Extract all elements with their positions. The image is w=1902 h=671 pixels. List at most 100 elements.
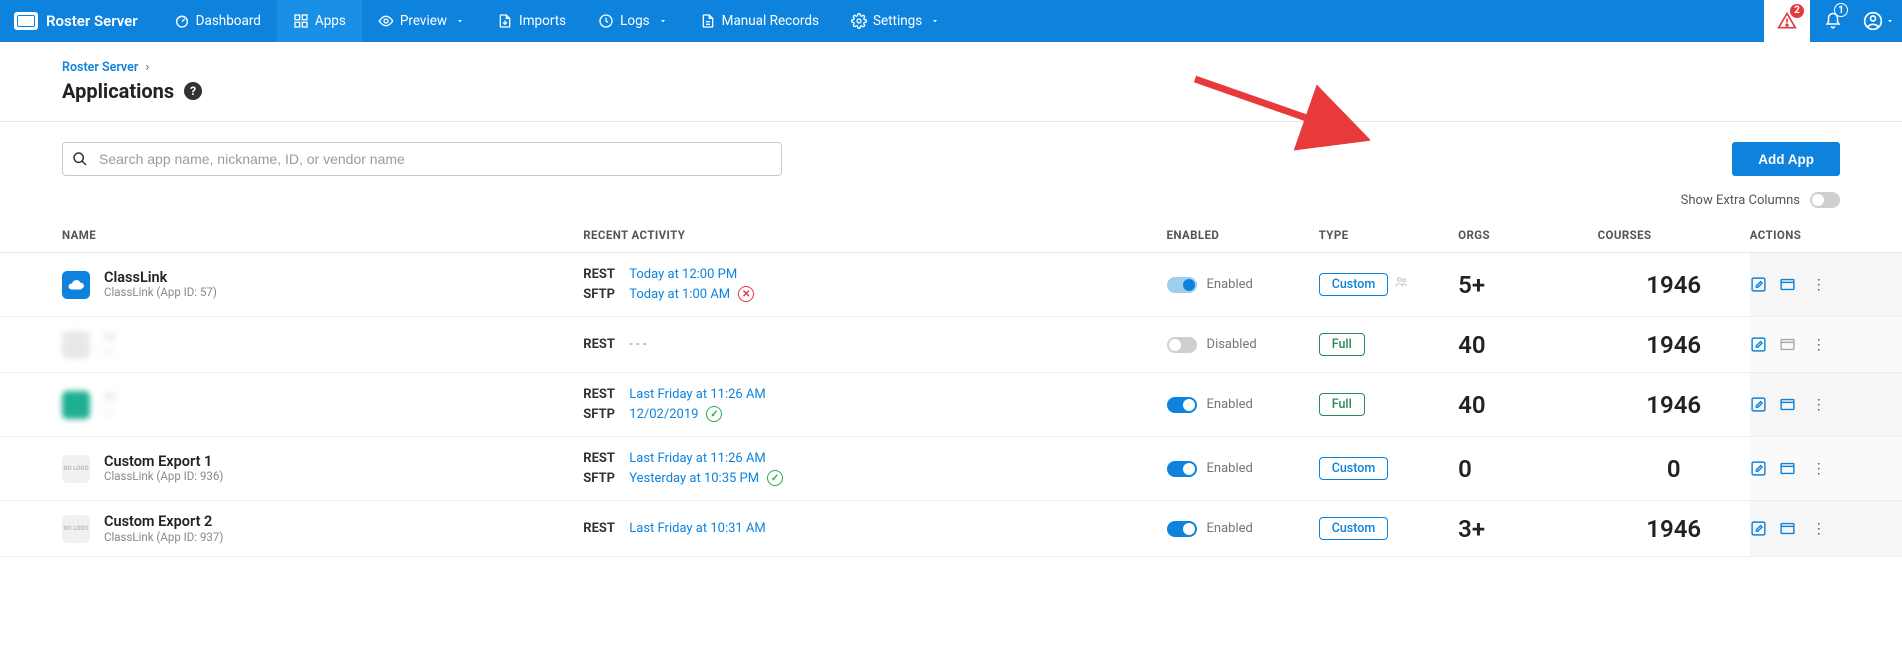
activity-time[interactable]: Today at 12:00 PM	[629, 265, 737, 285]
alert-badge: 2	[1790, 4, 1804, 18]
more-actions-icon[interactable]: ⋮	[1808, 461, 1830, 477]
enabled-toggle[interactable]	[1167, 521, 1197, 537]
orgs-count: 40	[1458, 331, 1485, 359]
activity-time[interactable]: Last Friday at 10:31 AM	[629, 519, 766, 539]
table-row: NO LOGOCustom Export 1ClassLink (App ID:…	[0, 437, 1902, 501]
eye-icon	[378, 13, 394, 29]
activity-time[interactable]: Today at 1:00 AM	[629, 285, 730, 305]
app-name[interactable]: ClassLink	[104, 269, 217, 286]
app-sub: ClassLink (App ID: 936)	[104, 470, 223, 484]
import-icon	[497, 13, 513, 29]
enabled-toggle[interactable]	[1167, 337, 1197, 353]
extra-columns-toggle[interactable]	[1810, 192, 1840, 208]
breadcrumb-sep: ›	[145, 60, 149, 75]
search-icon	[72, 151, 88, 167]
brand[interactable]: Roster Server	[0, 12, 158, 30]
brand-icon	[14, 12, 38, 30]
table-row: ——REST- - -DisabledFull401946⋮	[0, 317, 1902, 373]
more-actions-icon[interactable]: ⋮	[1808, 397, 1830, 413]
col-activity: RECENT ACTIVITY	[583, 218, 1166, 253]
nav-label: Settings	[873, 13, 922, 29]
nav-item-dashboard[interactable]: Dashboard	[158, 0, 277, 42]
nav-label: Logs	[620, 13, 650, 29]
orgs-count: 0	[1458, 455, 1472, 483]
nav-item-settings[interactable]: Settings	[835, 0, 956, 42]
breadcrumb: Roster Server ›	[0, 60, 1902, 75]
window-icon[interactable]	[1779, 276, 1796, 293]
app-name[interactable]: —	[104, 329, 115, 346]
app-name[interactable]: Custom Export 1	[104, 453, 223, 470]
activity-protocol: REST	[583, 519, 621, 539]
col-actions: ACTIONS	[1750, 218, 1902, 253]
search-input[interactable]	[62, 142, 782, 176]
add-app-button[interactable]: Add App	[1732, 142, 1840, 176]
app-name[interactable]: —	[104, 389, 115, 406]
breadcrumb-root[interactable]: Roster Server	[62, 60, 138, 75]
edit-icon[interactable]	[1750, 336, 1767, 353]
profile-menu[interactable]	[1856, 0, 1902, 42]
edit-icon[interactable]	[1750, 276, 1767, 293]
gear-icon	[851, 13, 867, 29]
activity-time[interactable]: 12/02/2019	[629, 405, 698, 425]
window-icon[interactable]	[1779, 520, 1796, 537]
activity-protocol: REST	[583, 265, 621, 285]
alerts-button[interactable]: 2	[1764, 0, 1810, 42]
nav-item-apps[interactable]: Apps	[277, 0, 362, 42]
enabled-toggle[interactable]	[1167, 397, 1197, 413]
nav-item-preview[interactable]: Preview	[362, 0, 481, 42]
extra-columns-label: Show Extra Columns	[1681, 193, 1800, 208]
notifications-button[interactable]: 1	[1810, 0, 1856, 42]
app-name[interactable]: Custom Export 2	[104, 513, 223, 530]
window-icon[interactable]	[1779, 460, 1796, 477]
nav-item-logs[interactable]: Logs	[582, 0, 684, 42]
more-actions-icon[interactable]: ⋮	[1808, 521, 1830, 537]
enabled-toggle[interactable]	[1167, 461, 1197, 477]
enabled-label: Enabled	[1207, 397, 1253, 412]
enabled-label: Enabled	[1207, 521, 1253, 536]
enabled-toggle[interactable]	[1167, 277, 1197, 293]
chevron-down-icon	[1885, 16, 1895, 26]
courses-count: 1946	[1646, 391, 1701, 419]
nav-label: Apps	[315, 13, 346, 29]
dashboard-icon	[174, 13, 190, 29]
orgs-count: 40	[1458, 391, 1485, 419]
brand-title: Roster Server	[46, 12, 138, 30]
activity-time[interactable]: Last Friday at 11:26 AM	[629, 449, 766, 469]
col-enabled: ENABLED	[1167, 218, 1319, 253]
status-ok-icon: ✓	[767, 470, 783, 486]
table-row: —— REST Last Friday at 11:26 AM SFTP 12/02/2…	[0, 373, 1902, 437]
activity-protocol: SFTP	[583, 405, 621, 425]
courses-count: 1946	[1646, 331, 1701, 359]
edit-icon[interactable]	[1750, 520, 1767, 537]
activity-time[interactable]: Last Friday at 11:26 AM	[629, 385, 766, 405]
app-logo	[62, 391, 90, 419]
activity-protocol: REST	[583, 385, 621, 405]
col-orgs: ORGS	[1458, 218, 1597, 253]
more-actions-icon[interactable]: ⋮	[1808, 277, 1830, 293]
col-name: NAME	[0, 218, 583, 253]
nav-item-manual[interactable]: Manual Records	[684, 0, 835, 42]
col-courses: COURSES	[1598, 218, 1750, 253]
type-badge: Custom	[1319, 517, 1389, 540]
page-title: Applications	[62, 79, 174, 103]
more-actions-icon[interactable]: ⋮	[1808, 337, 1830, 353]
window-icon[interactable]	[1779, 396, 1796, 413]
bell-badge: 1	[1834, 3, 1848, 17]
app-sub: —	[104, 406, 115, 420]
window-icon[interactable]	[1779, 336, 1796, 353]
edit-icon[interactable]	[1750, 460, 1767, 477]
edit-icon[interactable]	[1750, 396, 1767, 413]
activity-time[interactable]: Yesterday at 10:35 PM	[629, 469, 759, 489]
activity-protocol: SFTP	[583, 469, 621, 489]
table-row: NO LOGOCustom Export 2ClassLink (App ID:…	[0, 501, 1902, 557]
enabled-label: Enabled	[1207, 277, 1253, 292]
activity-time[interactable]: - - -	[629, 335, 646, 355]
help-icon[interactable]: ?	[184, 82, 202, 100]
app-sub: ClassLink (App ID: 57)	[104, 286, 217, 300]
table-row: ClassLinkClassLink (App ID: 57) REST Today…	[0, 253, 1902, 317]
status-ok-icon: ✓	[706, 406, 722, 422]
user-icon	[1863, 11, 1883, 31]
activity-protocol: SFTP	[583, 285, 621, 305]
nav-item-imports[interactable]: Imports	[481, 0, 582, 42]
activity-protocol: REST	[583, 449, 621, 469]
